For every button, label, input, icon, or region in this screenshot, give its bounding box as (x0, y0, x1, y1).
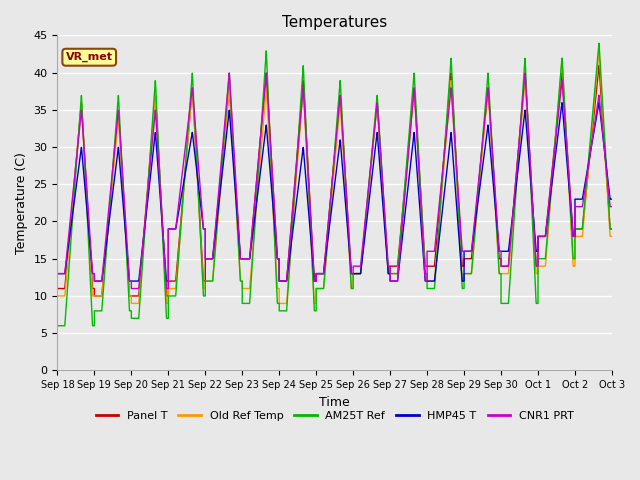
CNR1 PRT (554, 112, 562, 118)
Old Ref Temp (557, 71, 564, 77)
HMP45 T (608, 196, 616, 202)
CNR1 PRT (120, 190, 127, 196)
HMP45 T (401, 216, 408, 222)
HMP45 T (595, 100, 603, 106)
CNR1 PRT (54, 271, 61, 276)
CNR1 PRT (608, 204, 616, 209)
Line: AM25T Ref: AM25T Ref (58, 43, 612, 326)
CNR1 PRT (266, 133, 274, 139)
Old Ref Temp (595, 48, 603, 54)
HMP45 T (120, 211, 128, 216)
Line: Old Ref Temp: Old Ref Temp (58, 51, 612, 303)
Old Ref Temp (579, 232, 586, 238)
Panel T (54, 286, 61, 291)
HMP45 T (54, 271, 61, 276)
HMP45 T (579, 195, 586, 201)
AM25T Ref (554, 103, 562, 109)
Line: CNR1 PRT: CNR1 PRT (58, 73, 612, 288)
AM25T Ref (120, 197, 127, 203)
Old Ref Temp (54, 293, 61, 299)
Line: Panel T: Panel T (58, 66, 612, 296)
Panel T (557, 82, 564, 88)
Panel T (608, 226, 616, 232)
Y-axis label: Temperature (C): Temperature (C) (15, 152, 28, 254)
Old Ref Temp (266, 151, 274, 157)
AM25T Ref (266, 128, 274, 134)
Panel T (579, 225, 586, 230)
CNR1 PRT (557, 88, 564, 94)
AM25T Ref (401, 188, 408, 194)
Old Ref Temp (401, 193, 408, 199)
Line: HMP45 T: HMP45 T (58, 103, 612, 281)
AM25T Ref (557, 72, 564, 77)
HMP45 T (266, 166, 274, 172)
Old Ref Temp (120, 201, 127, 207)
CNR1 PRT (579, 202, 586, 208)
AM25T Ref (579, 226, 586, 231)
HMP45 T (90, 278, 98, 284)
Panel T (554, 108, 562, 114)
AM25T Ref (608, 226, 616, 232)
Old Ref Temp (608, 233, 616, 239)
CNR1 PRT (225, 70, 233, 76)
Old Ref Temp (554, 103, 562, 109)
CNR1 PRT (401, 196, 408, 202)
AM25T Ref (54, 323, 61, 329)
Title: Temperatures: Temperatures (282, 15, 387, 30)
AM25T Ref (595, 40, 603, 46)
HMP45 T (557, 110, 564, 116)
Panel T (120, 200, 128, 205)
HMP45 T (554, 131, 562, 136)
CNR1 PRT (127, 286, 135, 291)
Legend: Panel T, Old Ref Temp, AM25T Ref, HMP45 T, CNR1 PRT: Panel T, Old Ref Temp, AM25T Ref, HMP45 … (92, 406, 578, 425)
Panel T (401, 189, 408, 194)
Panel T (266, 131, 274, 137)
Old Ref Temp (127, 300, 135, 306)
X-axis label: Time: Time (319, 396, 350, 408)
Panel T (595, 63, 603, 69)
Text: VR_met: VR_met (66, 52, 113, 62)
Panel T (90, 293, 98, 299)
